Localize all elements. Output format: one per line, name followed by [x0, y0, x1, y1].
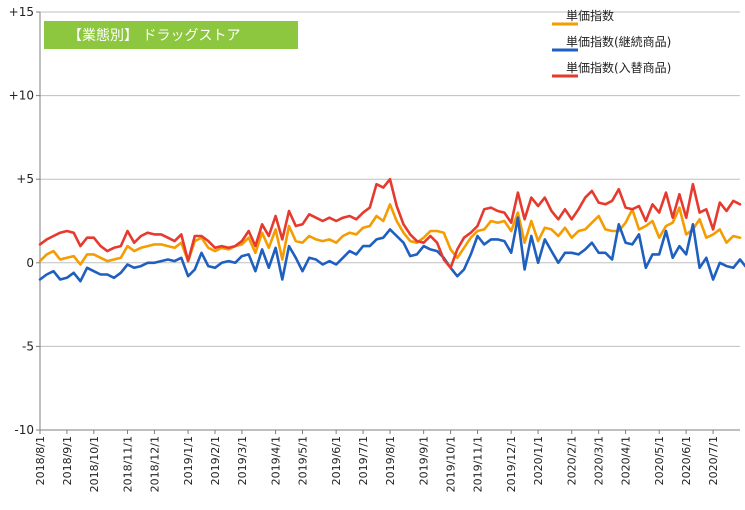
legend-label: 単価指数(入替商品): [566, 60, 671, 75]
x-tick-label: 2019/11/1: [472, 436, 485, 492]
series-line-3: [40, 179, 740, 268]
x-tick-label: 2019/10/1: [445, 436, 458, 492]
x-tick-label: 2020/5/1: [653, 436, 666, 485]
y-tick-label: +15: [9, 5, 34, 19]
title-text: 【業態別】 ドラッグストア: [68, 28, 240, 44]
x-tick-label: 2019/4/1: [270, 436, 283, 485]
x-tick-label: 2019/2/1: [209, 436, 222, 485]
x-axis-labels: 2018/8/1 2018/9/1 2018/10/1 2018/11/1 2018/1…: [34, 430, 720, 492]
legend-label: 単価指数: [566, 8, 614, 23]
y-tick-label: +5: [16, 172, 34, 186]
x-tick-label: 2019/1/1: [182, 436, 195, 485]
x-tick-label: 2018/11/1: [122, 436, 135, 492]
x-tick-label: 2020/2/1: [566, 436, 579, 485]
x-tick-label: 2018/12/1: [148, 436, 161, 492]
chart-container: +15 +10 +5 0 -5 -10 2018/8/1 2018/9/1 2018/10/1…: [0, 0, 745, 510]
chart-title: 【業態別】 ドラッグストア: [44, 21, 298, 49]
x-tick-label: 2019/6/1: [330, 436, 343, 485]
x-tick-label: 2020/4/1: [620, 436, 633, 485]
x-tick-label: 2018/8/1: [34, 436, 47, 485]
y-tick-label: +10: [9, 89, 34, 103]
x-tick-label: 2020/1/1: [532, 436, 545, 485]
x-tick-label: 2019/7/1: [357, 436, 370, 485]
x-tick-label: 2019/12/1: [505, 436, 518, 492]
legend-label: 単価指数(継続商品): [566, 34, 671, 49]
x-tick-label: 2018/10/1: [88, 436, 101, 492]
x-tick-label: 2018/9/1: [61, 436, 74, 485]
x-tick-label: 2020/3/1: [593, 436, 606, 485]
x-tick-label: 2019/8/1: [384, 436, 397, 485]
x-tick-label: 2020/6/1: [680, 436, 693, 485]
line-chart: +15 +10 +5 0 -5 -10 2018/8/1 2018/9/1 2018/10/1…: [0, 0, 745, 510]
x-tick-label: 2019/9/1: [418, 436, 431, 485]
y-tick-label: -5: [22, 339, 34, 353]
y-tick-label: -10: [14, 423, 34, 437]
x-tick-label: 2019/3/1: [236, 436, 249, 485]
x-tick-label: 2020/7/1: [707, 436, 720, 485]
y-tick-label: 0: [26, 256, 34, 270]
x-tick-label: 2019/5/1: [297, 436, 310, 485]
series-lines: [40, 179, 745, 281]
